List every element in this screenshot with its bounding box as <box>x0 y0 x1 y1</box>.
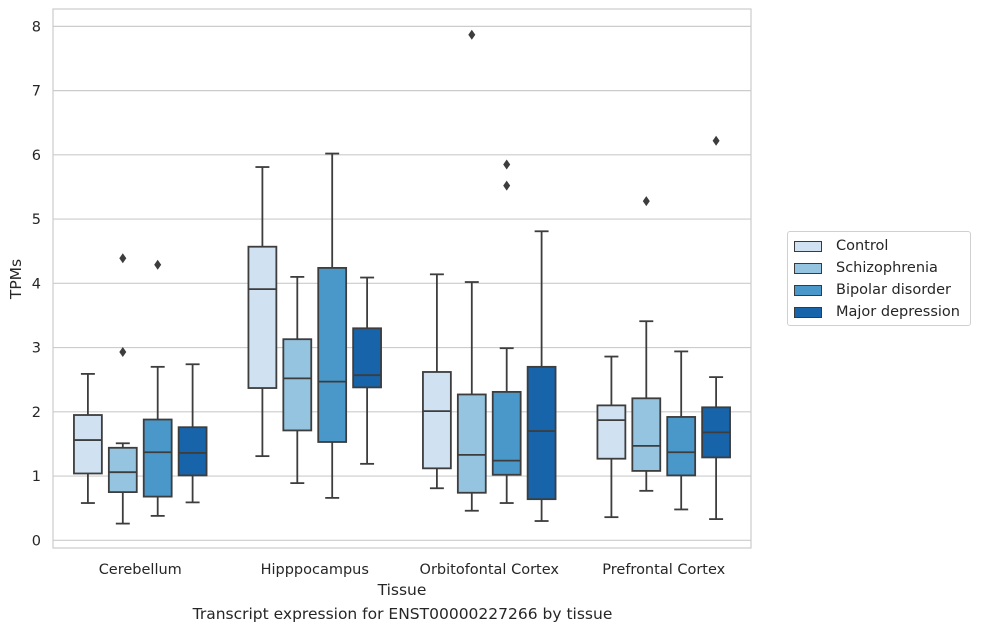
tick-labels: 0 1 2 3 4 5 6 7 8 Cerebellum Hipppocampus Orbitofon… <box>32 19 726 578</box>
legend-item-major-depression: Major depression <box>794 302 960 322</box>
box-major-depression <box>701 135 731 520</box>
box-control <box>247 166 278 458</box>
legend-label-schizophrenia: Schizophrenia <box>836 260 938 276</box>
x-tick-label: Prefrontal Cortex <box>602 562 725 578</box>
iqr-box <box>631 397 662 472</box>
legend-swatch-schizophrenia <box>794 262 822 274</box>
iqr-box <box>422 371 452 470</box>
y-tick-label: 3 <box>32 341 41 357</box>
legend-swatch-major-depression <box>794 306 822 318</box>
legend-swatch-control <box>794 240 822 252</box>
box-bipolar-disorder <box>666 350 697 511</box>
y-tick-label: 6 <box>32 148 41 164</box>
box-bipolar-disorder <box>317 152 348 499</box>
iqr-box <box>596 404 627 460</box>
iqr-box <box>142 418 173 498</box>
legend-item-control: Control <box>794 236 888 256</box>
iqr-box <box>491 390 522 476</box>
y-tick-label: 8 <box>32 19 41 35</box>
outlier-point <box>119 347 127 358</box>
box-major-depression <box>352 276 382 465</box>
y-axis-title: TPMs <box>7 259 25 300</box>
outlier-point <box>503 180 511 191</box>
iqr-box <box>352 327 382 389</box>
box-bipolar-disorder <box>142 259 173 517</box>
x-tick-label: Hipppocampus <box>261 562 369 578</box>
legend-swatch-bipolar-disorder <box>794 284 822 296</box>
outlier-point <box>712 135 720 146</box>
iqr-box <box>107 446 138 494</box>
box-control <box>596 355 627 519</box>
box-major-depression <box>177 363 208 504</box>
outlier-point <box>642 196 650 207</box>
iqr-box <box>247 245 278 389</box>
legend-label-control: Control <box>836 238 889 254</box>
legend-label-major-depression: Major depression <box>836 304 960 320</box>
outlier-point <box>119 253 127 264</box>
box-bipolar-disorder <box>491 159 522 504</box>
x-axis-title: Tissue <box>377 581 427 599</box>
box-major-depression <box>526 230 557 522</box>
iqr-box <box>317 266 348 443</box>
box-schizophrenia <box>107 253 138 525</box>
box-control <box>422 273 452 490</box>
box-schizophrenia <box>631 196 662 492</box>
y-tick-label: 7 <box>32 84 41 100</box>
outlier-point <box>154 259 162 270</box>
iqr-box <box>73 414 103 475</box>
boxes <box>73 29 731 525</box>
x-tick-label: Cerebellum <box>99 562 182 578</box>
y-tick-label: 0 <box>32 533 41 549</box>
plot-frame <box>52 8 752 549</box>
legend-item-bipolar-disorder: Bipolar disorder <box>794 280 951 300</box>
iqr-box <box>282 338 313 432</box>
iqr-box <box>666 416 697 477</box>
chart-caption: Transcript expression for ENST0000022726… <box>192 605 613 623</box>
outlier-point <box>503 159 511 170</box>
iqr-box <box>526 365 557 501</box>
y-tick-label: 5 <box>32 212 41 228</box>
iqr-box <box>456 393 487 494</box>
y-tick-label: 1 <box>32 469 41 485</box>
legend: Control Schizophrenia Bipolar disorder M… <box>787 231 971 326</box>
box-control <box>73 373 103 504</box>
box-schizophrenia <box>282 275 313 485</box>
y-tick-label: 2 <box>32 405 41 421</box>
iqr-box <box>177 426 208 477</box>
legend-label-bipolar-disorder: Bipolar disorder <box>836 282 951 298</box>
box-schizophrenia <box>456 29 487 512</box>
legend-item-schizophrenia: Schizophrenia <box>794 258 938 278</box>
x-tick-label: Orbitofontal Cortex <box>420 562 560 578</box>
outlier-point <box>468 29 476 40</box>
y-tick-label: 4 <box>32 276 41 292</box>
